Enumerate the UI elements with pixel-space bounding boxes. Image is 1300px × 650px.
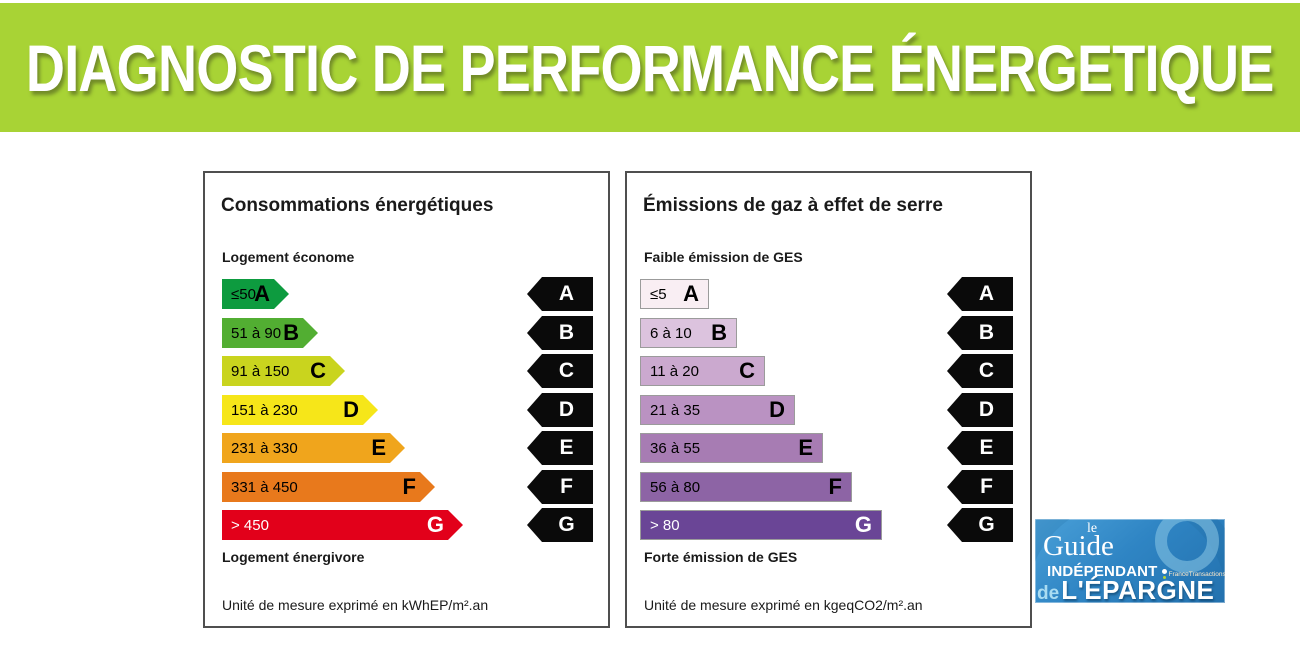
energy_panel-scale-arrow-F: F	[527, 470, 593, 504]
energy_panel-bar-F: 331 à 450 F	[222, 472, 435, 502]
ges_panel-scale-letter-A: A	[978, 282, 995, 305]
ges_panel-letter-E: E	[798, 435, 813, 460]
ges_panel-range-E: 36 à 55	[650, 439, 701, 457]
ges_panel-bar-B: 6 à 10 B	[640, 318, 737, 348]
energy_panel-scale-arrow-B: B	[527, 316, 593, 350]
ges_panel-scale-arrow-D: D	[947, 393, 1013, 427]
ges_panel-bar-D: 21 à 35 D	[640, 395, 795, 425]
ges_panel-bar-G: > 80 G	[640, 510, 882, 540]
ges_panel-letter-C: C	[739, 358, 755, 383]
france-transactions-icon	[1161, 569, 1167, 574]
energy_panel-scale-letter-D: D	[558, 398, 575, 421]
ges-bottom-label: Forte émission de GES	[644, 549, 798, 565]
ges_panel-bar-E: 36 à 55 E	[640, 433, 823, 463]
ges_panel-range-C: 11 à 20	[650, 362, 699, 380]
energy_panel-letter-F: F	[402, 474, 416, 499]
guide-epargne-logo: le Guide INDÉPENDANT FranceTransactions.…	[1035, 519, 1225, 603]
energy_panel-letter-D: D	[343, 397, 359, 422]
energy_panel-letter-B: B	[283, 320, 299, 345]
logo-word-independant: INDÉPENDANT	[1047, 563, 1158, 580]
ges_panel-range-F: 56 à 80	[650, 478, 701, 496]
ges_panel-bar-A: ≤5 A	[640, 279, 709, 309]
ges-panel: Émissions de gaz à effet de serre Faible…	[625, 171, 1032, 628]
energy_panel-range-A: ≤50	[231, 285, 256, 303]
ges_panel-scale-arrow-E: E	[947, 431, 1013, 465]
energy_panel-letter-C: C	[310, 358, 326, 383]
logo-word-le: le	[1087, 521, 1098, 536]
ges_panel-range-B: 6 à 10	[650, 324, 692, 342]
logo-line-epargne: de L'ÉPARGNE	[1037, 575, 1214, 603]
energy_panel-letter-E: E	[371, 435, 386, 460]
energy_panel-bar-D: 151 à 230 D	[222, 395, 378, 425]
energy_panel-scale-arrow-C: C	[527, 354, 593, 388]
energy_panel-scale-arrow-A: A	[527, 277, 593, 311]
ges_panel-scale-arrow-A: A	[947, 277, 1013, 311]
energy_panel-letter-G: G	[426, 512, 444, 537]
logo-france-transactions: FranceTransactions.com	[1168, 571, 1225, 578]
ges_panel-letter-D: D	[769, 397, 785, 422]
energy_panel-letter-A: A	[254, 281, 270, 306]
ges_panel-range-G: > 80	[650, 516, 680, 534]
ges_panel-scale-letter-B: B	[978, 321, 995, 344]
ges_panel-scale-letter-G: G	[978, 513, 995, 536]
energy-unit-note: Unité de mesure exprimé en kWhEP/m².an	[222, 597, 489, 613]
energy_panel-scale-arrow-G: G	[527, 508, 593, 542]
ges_panel-letter-F: F	[828, 474, 842, 499]
ges_panel-scale-letter-D: D	[978, 398, 995, 421]
ges-top-label: Faible émission de GES	[644, 249, 803, 265]
ges_panel-letter-G: G	[854, 512, 872, 537]
energy_panel-range-D: 151 à 230	[231, 401, 298, 419]
ges_panel-bar-C: 11 à 20 C	[640, 356, 765, 386]
logo-word-de: de	[1037, 583, 1060, 603]
logo-word-guide: Guide	[1043, 530, 1114, 562]
ges_panel-scale-letter-E: E	[979, 436, 994, 459]
ges_panel-scale-letter-C: C	[978, 359, 995, 382]
ges_panel-scale-arrow-B: B	[947, 316, 1013, 350]
energy_panel-scale-letter-C: C	[558, 359, 575, 382]
ges-unit-note: Unité de mesure exprimé en kgeqCO2/m².an	[644, 597, 923, 613]
energy_panel-scale-arrow-D: D	[527, 393, 593, 427]
ges_panel-letter-A: A	[683, 281, 699, 306]
energy_panel-bar-B: 51 à 90 B	[222, 318, 318, 348]
ges-panel-title: Émissions de gaz à effet de serre	[643, 195, 943, 216]
energy_panel-scale-letter-G: G	[558, 513, 575, 536]
energy_panel-range-G: > 450	[231, 516, 269, 534]
ges_panel-scale-arrow-F: F	[947, 470, 1013, 504]
energy_panel-scale-letter-A: A	[558, 282, 575, 305]
energy_panel-bar-A: ≤50 A	[222, 279, 289, 309]
ges_panel-letter-B: B	[711, 320, 727, 345]
energy-panel: Consommations énergétiques Logement écon…	[203, 171, 610, 628]
energy_panel-scale-letter-E: E	[559, 436, 574, 459]
energy_panel-scale-letter-B: B	[558, 321, 575, 344]
ges_panel-range-A: ≤5	[650, 285, 667, 303]
energy_panel-range-B: 51 à 90	[231, 324, 282, 342]
energy_panel-range-F: 331 à 450	[231, 478, 298, 496]
ges_panel-range-D: 21 à 35	[650, 401, 701, 419]
energy_panel-bar-G: > 450 G	[222, 510, 463, 540]
energy_panel-scale-arrow-E: E	[527, 431, 593, 465]
logo-word-epargne: L'ÉPARGNE	[1061, 575, 1215, 603]
ges_panel-scale-arrow-C: C	[947, 354, 1013, 388]
ges_panel-bar-F: 56 à 80 F	[640, 472, 852, 502]
header-banner: DIAGNOSTIC DE PERFORMANCE ÉNERGETIQUE	[0, 3, 1300, 132]
energy-bottom-label: Logement énergivore	[222, 549, 365, 565]
page-title: DIAGNOSTIC DE PERFORMANCE ÉNERGETIQUE	[26, 30, 1274, 105]
energy-top-label: Logement économe	[222, 249, 355, 265]
energy_panel-bar-C: 91 à 150 C	[222, 356, 345, 386]
energy_panel-range-E: 231 à 330	[231, 439, 298, 457]
energy_panel-range-C: 91 à 150	[231, 362, 290, 380]
ges_panel-scale-letter-F: F	[980, 475, 993, 498]
ges_panel-scale-arrow-G: G	[947, 508, 1013, 542]
energy_panel-bar-E: 231 à 330 E	[222, 433, 405, 463]
energy_panel-scale-letter-F: F	[560, 475, 573, 498]
energy-panel-title: Consommations énergétiques	[221, 195, 494, 216]
logo-line-independant: INDÉPENDANT FranceTransactions.com	[1047, 563, 1225, 580]
